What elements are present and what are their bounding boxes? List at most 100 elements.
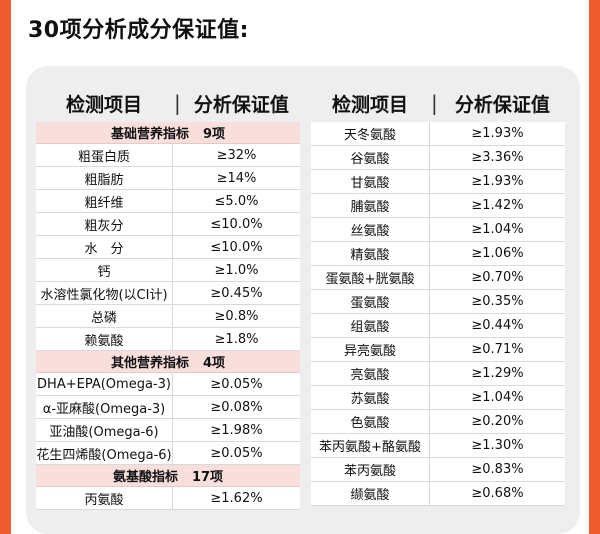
item-name: 脯氨酸	[311, 194, 430, 217]
table-row: 粗纤维 ≤5.0%	[36, 190, 300, 213]
item-value: ≥0.44%	[471, 318, 524, 333]
table-row: 水溶性氯化物(以CI计) ≥0.45%	[36, 282, 300, 305]
item-name: 色氨酸	[311, 410, 430, 433]
item-name: 花生四烯酸(Omega-6)	[36, 442, 173, 464]
item-name: 组氨酸	[311, 314, 430, 337]
section-title: 氨基酸指标	[112, 470, 178, 485]
table-row: 粗蛋白质 ≥32%	[36, 144, 300, 167]
item-value: ≤5.0%	[214, 193, 259, 209]
left-header-row: 检测项目 | 分析保证值	[36, 88, 300, 118]
item-value: ≥1.62%	[210, 490, 263, 506]
right-accent-border	[589, 0, 600, 534]
item-value: ≥0.08%	[210, 399, 263, 415]
item-name: 粗灰分	[36, 213, 173, 235]
table-row: 甘氨酸 ≥1.93%	[311, 170, 565, 194]
item-value: ≥1.93%	[471, 174, 524, 189]
item-value: ≥0.8%	[214, 308, 259, 324]
item-value: ≥1.04%	[471, 222, 524, 237]
item-name: 亚油酸(Omega-6)	[36, 419, 173, 441]
left-table: 基础营养指标 9项粗蛋白质 ≥32% 粗脂肪 ≥14% 粗纤维 ≤5.0% 粗灰分 ≤10.0%…	[36, 122, 300, 510]
item-name: 蛋氨酸	[311, 290, 430, 313]
item-value: ≤10.0%	[210, 239, 263, 255]
item-value: ≥0.70%	[471, 270, 524, 285]
item-name: 苯丙氨酸	[311, 458, 430, 481]
item-name: 赖氨酸	[36, 328, 173, 350]
item-value: ≥0.05%	[210, 445, 263, 461]
table-row: α-亚麻酸(Omega-3) ≥0.08%	[36, 396, 300, 419]
item-name: 粗蛋白质	[36, 144, 173, 166]
item-name: 蛋氨酸+胱氨酸	[311, 266, 430, 289]
table-row: 缬氨酸 ≥0.68%	[311, 482, 565, 506]
item-name: 钙	[36, 259, 173, 281]
item-value: ≤10.0%	[210, 216, 263, 232]
item-name: 丙氨酸	[36, 487, 173, 509]
table-row: 色氨酸 ≥0.20%	[311, 410, 565, 434]
table-row: 丙氨酸 ≥1.62%	[36, 487, 300, 510]
item-value: ≥1.8%	[214, 331, 259, 347]
table-row: 粗灰分 ≤10.0%	[36, 213, 300, 236]
table-row: 花生四烯酸(Omega-6) ≥0.05%	[36, 442, 300, 465]
right-header-item: 检测项目	[331, 93, 408, 116]
item-name: 谷氨酸	[311, 146, 430, 169]
section-title: 其他营养指标	[110, 356, 189, 371]
table-row: 天冬氨酸 ≥1.93%	[311, 122, 565, 146]
item-value: ≥0.35%	[471, 294, 524, 309]
item-value: ≥0.05%	[210, 376, 263, 392]
table-row: 蛋氨酸+胱氨酸 ≥0.70%	[311, 266, 565, 290]
item-value: ≥3.36%	[471, 150, 524, 165]
table-row: 脯氨酸 ≥1.42%	[311, 194, 565, 218]
item-name: 甘氨酸	[311, 170, 430, 193]
table-row: 苏氨酸 ≥1.04%	[311, 386, 565, 410]
item-name: 精氨酸	[311, 242, 430, 265]
item-name: 异亮氨酸	[311, 338, 430, 361]
right-header-row: 检测项目 | 分析保证值	[311, 88, 565, 118]
item-value: ≥1.30%	[471, 438, 524, 453]
item-name: 亮氨酸	[311, 362, 430, 385]
section-header: 基础营养指标 9项	[36, 122, 300, 144]
item-value: ≥1.04%	[471, 390, 524, 405]
item-name: DHA+EPA(Omega-3)	[36, 373, 173, 395]
section-header: 氨基酸指标 17项	[36, 465, 300, 487]
item-value: ≥0.68%	[471, 486, 524, 501]
item-name: 粗纤维	[36, 190, 173, 212]
item-value: ≥1.93%	[471, 126, 524, 141]
header-separator: |	[174, 91, 181, 115]
section-count: 17项	[191, 470, 224, 485]
item-name: 丝氨酸	[311, 218, 430, 241]
item-name: 缬氨酸	[311, 482, 430, 505]
item-name: 总磷	[36, 305, 173, 327]
table-row: 精氨酸 ≥1.06%	[311, 242, 565, 266]
item-value: ≥0.83%	[471, 462, 524, 477]
right-header-value: 分析保证值	[454, 93, 550, 116]
table-row: 异亮氨酸 ≥0.71%	[311, 338, 565, 362]
item-value: ≥14%	[216, 170, 257, 186]
table-row: 赖氨酸 ≥1.8%	[36, 328, 300, 351]
left-accent-border	[0, 0, 11, 534]
section-title: 基础营养指标	[110, 127, 189, 142]
table-row: 丝氨酸 ≥1.04%	[311, 218, 565, 242]
item-value: ≥1.06%	[471, 246, 524, 261]
item-value: ≥0.20%	[471, 414, 524, 429]
table-row: 苯丙氨酸 ≥0.83%	[311, 458, 565, 482]
header-separator: |	[431, 91, 438, 115]
item-value: ≥1.29%	[471, 366, 524, 381]
item-name: 水 分	[36, 236, 173, 258]
table-row: 总磷 ≥0.8%	[36, 305, 300, 328]
table-row: 组氨酸 ≥0.44%	[311, 314, 565, 338]
table-row: 苯丙氨酸+酪氨酸 ≥1.30%	[311, 434, 565, 458]
left-header-item: 检测项目	[65, 93, 142, 116]
page-title: 30项分析成分保证值:	[28, 18, 249, 43]
item-value: ≥1.0%	[214, 262, 259, 278]
item-name: 粗脂肪	[36, 167, 173, 189]
table-row: 蛋氨酸 ≥0.35%	[311, 290, 565, 314]
table-row: 亮氨酸 ≥1.29%	[311, 362, 565, 386]
item-value: ≥32%	[216, 147, 257, 163]
table-row: 亚油酸(Omega-6) ≥1.98%	[36, 419, 300, 442]
item-name: α-亚麻酸(Omega-3)	[36, 396, 173, 418]
table-row: 钙 ≥1.0%	[36, 259, 300, 282]
left-header-value: 分析保证值	[193, 93, 289, 116]
section-count: 9项	[202, 127, 226, 142]
item-value: ≥0.71%	[471, 342, 524, 357]
item-value: ≥1.98%	[210, 422, 263, 438]
item-name: 水溶性氯化物(以CI计)	[36, 282, 173, 304]
